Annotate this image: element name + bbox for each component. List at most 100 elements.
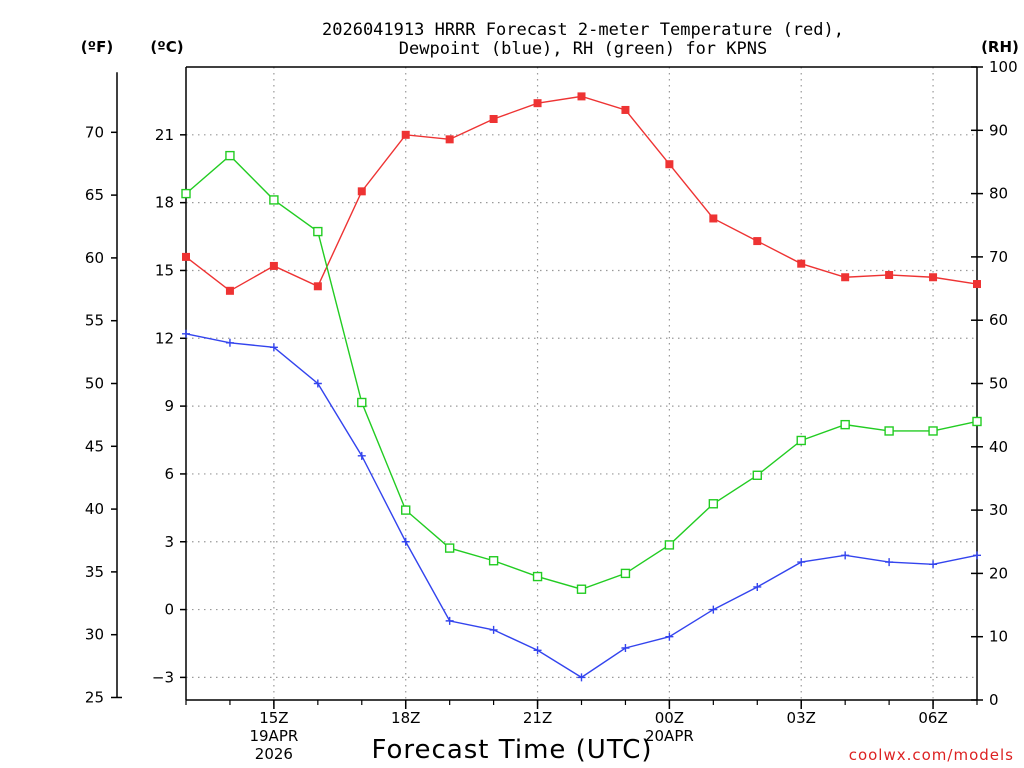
fahrenheit-tick-label: 40 xyxy=(85,500,104,518)
dewpoint-point xyxy=(797,558,806,567)
fahrenheit-tick-label: 60 xyxy=(85,249,104,267)
rh-point xyxy=(357,397,367,408)
rh-point xyxy=(708,499,719,509)
rh-tick-label: 50 xyxy=(989,375,1008,393)
dewpoint-point xyxy=(753,582,762,591)
rh-point xyxy=(928,426,938,436)
dewpoint-point xyxy=(225,338,234,347)
2-meter-temperature-point xyxy=(182,252,190,261)
grid-lines xyxy=(186,67,977,700)
2-meter-temperature-point xyxy=(929,273,938,282)
x-tick-date-label: 19APR xyxy=(249,727,298,745)
2-meter-temperature-point xyxy=(533,99,542,108)
fahrenheit-tick-label: 45 xyxy=(85,437,104,455)
rh-tick-label: 20 xyxy=(989,564,1008,582)
rh-point xyxy=(488,556,499,566)
2-meter-temperature-point xyxy=(357,187,366,196)
fahrenheit-tick-label: 70 xyxy=(85,123,104,141)
rh-point xyxy=(269,195,279,205)
chart-title-line2: Dewpoint (blue), RH (green) for KPNS xyxy=(399,39,767,59)
dewpoint-line xyxy=(185,333,978,679)
dewpoint-point xyxy=(841,551,850,560)
celsius-tick-label: 15 xyxy=(155,261,174,279)
celsius-tick-label: −3 xyxy=(152,668,174,686)
fahrenheit-tick-label: 55 xyxy=(85,312,104,330)
rh-point xyxy=(752,470,762,480)
x-tick-label: 21Z xyxy=(523,709,552,727)
rh-point xyxy=(401,505,411,515)
dewpoint-point xyxy=(445,616,454,625)
dewpoint-point xyxy=(313,379,322,388)
rh-tick-label: 100 xyxy=(989,58,1018,76)
rh-point xyxy=(620,568,631,579)
rh-point xyxy=(444,543,455,553)
celsius-tick-label: 12 xyxy=(155,329,174,347)
2-meter-temperature-point xyxy=(885,270,894,279)
x-tick-label: 15Z xyxy=(259,709,288,727)
2-meter-temperature-point xyxy=(313,282,322,291)
series-layer xyxy=(181,92,982,682)
2-meter-temperature-point xyxy=(401,130,410,139)
x-tick-label: 00Z xyxy=(655,709,684,727)
2-meter-temperature-point xyxy=(665,160,674,169)
chart-title-line1: 2026041913 HRRR Forecast 2-meter Tempera… xyxy=(322,20,844,40)
watermark: coolwx.com/models xyxy=(849,746,1014,764)
dewpoint-point xyxy=(885,558,894,567)
dewpoint-point xyxy=(929,560,938,569)
fahrenheit-tick-label: 50 xyxy=(85,375,104,393)
rh-tick-label: 0 xyxy=(989,691,999,709)
rh-tick-label: 60 xyxy=(989,311,1008,329)
2-meter-temperature-point xyxy=(577,92,586,101)
rh-point xyxy=(532,571,543,582)
celsius-tick-label: 6 xyxy=(164,465,174,483)
rh-point xyxy=(972,416,982,427)
2-meter-temperature-point xyxy=(753,237,762,246)
dewpoint-point xyxy=(973,551,981,560)
rh-point xyxy=(840,419,850,430)
rh-tick-label: 10 xyxy=(989,628,1008,646)
x-tick-year-label: 2026 xyxy=(255,745,293,763)
2-meter-temperature-point xyxy=(489,114,498,123)
dewpoint-point xyxy=(269,343,278,352)
fahrenheit-unit-label: (ºF) xyxy=(81,38,113,56)
dewpoint-point xyxy=(577,673,586,682)
rh-tick-label: 90 xyxy=(989,121,1008,139)
2-meter-temperature-line xyxy=(185,95,978,292)
celsius-tick-label: 9 xyxy=(164,397,174,415)
2-meter-temperature-point xyxy=(621,105,630,114)
dewpoint-point xyxy=(182,329,190,338)
dewpoint-point xyxy=(621,644,630,653)
fahrenheit-tick-label: 30 xyxy=(85,626,104,644)
rh-tick-label: 70 xyxy=(989,248,1008,266)
fahrenheit-tick-label: 25 xyxy=(85,688,104,706)
rh-point xyxy=(225,150,235,161)
celsius-tick-label: 3 xyxy=(164,533,174,551)
2-meter-temperature-point xyxy=(225,286,234,295)
rh-tick-label: 80 xyxy=(989,185,1008,203)
dewpoint-point xyxy=(401,537,410,546)
x-axis-label: Forecast Time (UTC) xyxy=(371,735,652,765)
dewpoint-point xyxy=(665,632,674,641)
rh-point xyxy=(576,584,587,594)
x-tick-label: 18Z xyxy=(391,709,420,727)
celsius-tick-label: 0 xyxy=(164,601,174,619)
x-tick-label: 03Z xyxy=(787,709,816,727)
fahrenheit-tick-label: 65 xyxy=(85,186,104,204)
rh-point xyxy=(884,426,894,436)
dewpoint-point xyxy=(533,646,542,655)
celsius-tick-label: 21 xyxy=(155,126,174,144)
dewpoint-point xyxy=(709,605,718,614)
labels: 2026041913 HRRR Forecast 2-meter Tempera… xyxy=(81,20,1019,765)
rh-tick-label: 40 xyxy=(989,438,1008,456)
2-meter-temperature-point xyxy=(797,259,806,268)
rh-unit-label: (RH) xyxy=(981,38,1019,56)
rh-point xyxy=(796,435,806,446)
2-meter-temperature-point xyxy=(445,135,454,144)
2-meter-temperature-point xyxy=(269,261,278,270)
x-tick-date-label: 20APR xyxy=(645,727,694,745)
fahrenheit-tick-label: 35 xyxy=(85,563,104,581)
rh-point xyxy=(313,226,323,237)
rh-point xyxy=(664,540,675,550)
